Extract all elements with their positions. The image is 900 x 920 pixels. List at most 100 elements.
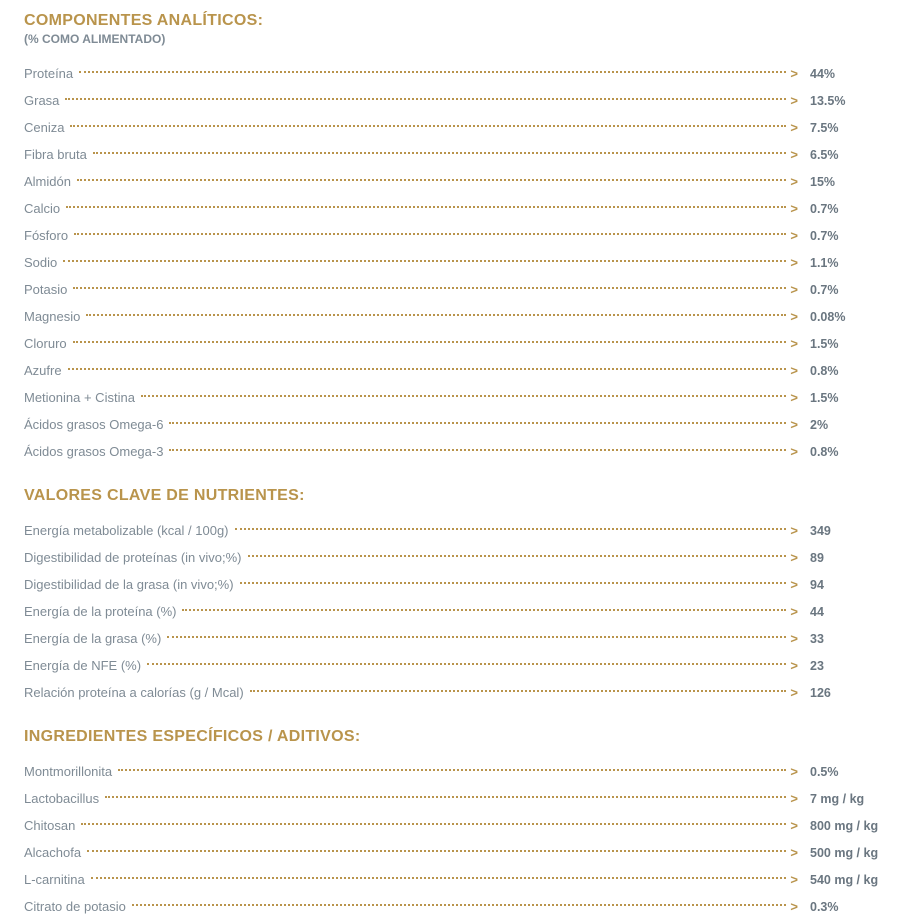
row-label: Almidón xyxy=(24,174,71,189)
section-title: VALORES CLAVE DE NUTRIENTES: xyxy=(24,487,880,505)
dotted-leader xyxy=(169,422,786,424)
data-row: Ácidos grasos Omega-3>0.8% xyxy=(24,438,880,465)
row-value: 33 xyxy=(804,632,880,646)
arrow-icon: > xyxy=(790,765,798,778)
arrow-icon: > xyxy=(790,94,798,107)
data-row: Citrato de potasio>0.3% xyxy=(24,893,880,920)
row-label: Energía de la proteína (%) xyxy=(24,604,176,619)
arrow-icon: > xyxy=(790,283,798,296)
arrow-icon: > xyxy=(790,256,798,269)
row-label: Energía de NFE (%) xyxy=(24,658,141,673)
dotted-leader xyxy=(169,449,786,451)
data-row: L-carnitina>540 mg / kg xyxy=(24,866,880,893)
row-value: 126 xyxy=(804,686,880,700)
data-row: Energía metabolizable (kcal / 100g)>349 xyxy=(24,517,880,544)
row-value: 23 xyxy=(804,659,880,673)
arrow-icon: > xyxy=(790,148,798,161)
arrow-icon: > xyxy=(790,310,798,323)
row-label: Energía metabolizable (kcal / 100g) xyxy=(24,523,229,538)
dotted-leader xyxy=(63,260,786,262)
row-label: Magnesio xyxy=(24,309,80,324)
row-value: 349 xyxy=(804,524,880,538)
dotted-leader xyxy=(86,314,786,316)
dotted-leader xyxy=(93,152,787,154)
row-label: Lactobacillus xyxy=(24,791,99,806)
row-label: L-carnitina xyxy=(24,872,85,887)
arrow-icon: > xyxy=(790,819,798,832)
data-row: Energía de la proteína (%)>44 xyxy=(24,598,880,625)
dotted-leader xyxy=(65,98,786,100)
row-value: 1.1% xyxy=(804,256,880,270)
dotted-leader xyxy=(105,796,786,798)
row-value: 94 xyxy=(804,578,880,592)
row-label: Ceniza xyxy=(24,120,64,135)
row-label: Citrato de potasio xyxy=(24,899,126,914)
arrow-icon: > xyxy=(790,175,798,188)
data-row: Sodio>1.1% xyxy=(24,249,880,276)
section-title: INGREDIENTES ESPECÍFICOS / ADITIVOS: xyxy=(24,728,880,746)
data-row: Alcachofa >500 mg / kg xyxy=(24,839,880,866)
row-value: 0.7% xyxy=(804,202,880,216)
row-value: 0.7% xyxy=(804,283,880,297)
row-label: Azufre xyxy=(24,363,62,378)
row-value: 15% xyxy=(804,175,880,189)
section: COMPONENTES ANALÍTICOS:(% COMO ALIMENTAD… xyxy=(24,12,880,465)
row-value: 0.08% xyxy=(804,310,880,324)
data-row: Chitosan>800 mg / kg xyxy=(24,812,880,839)
arrow-icon: > xyxy=(790,578,798,591)
row-value: 500 mg / kg xyxy=(804,846,880,860)
data-row: Grasa >13.5% xyxy=(24,87,880,114)
dotted-leader xyxy=(167,636,786,638)
dotted-leader xyxy=(73,287,786,289)
row-value: 1.5% xyxy=(804,391,880,405)
data-row: Ceniza>7.5% xyxy=(24,114,880,141)
data-row: Almidón >15% xyxy=(24,168,880,195)
row-value: 0.5% xyxy=(804,765,880,779)
row-label: Chitosan xyxy=(24,818,75,833)
arrow-icon: > xyxy=(790,391,798,404)
row-label: Relación proteína a calorías (g / Mcal) xyxy=(24,685,244,700)
row-label: Grasa xyxy=(24,93,59,108)
row-value: 13.5% xyxy=(804,94,880,108)
row-value: 7.5% xyxy=(804,121,880,135)
data-row: Digestibilidad de la grasa (in vivo;%)>9… xyxy=(24,571,880,598)
dotted-leader xyxy=(74,233,786,235)
data-row: Energía de la grasa (%)>33 xyxy=(24,625,880,652)
row-label: Calcio xyxy=(24,201,60,216)
data-row: Magnesio >0.08% xyxy=(24,303,880,330)
dotted-leader xyxy=(68,368,787,370)
arrow-icon: > xyxy=(790,900,798,913)
data-row: Energía de NFE (%)>23 xyxy=(24,652,880,679)
dotted-leader xyxy=(248,555,787,557)
data-row: Montmorillonita>0.5% xyxy=(24,758,880,785)
data-row: Ácidos grasos Omega-6 >2% xyxy=(24,411,880,438)
dotted-leader xyxy=(182,609,786,611)
data-row: Proteína>44% xyxy=(24,60,880,87)
dotted-leader xyxy=(70,125,786,127)
data-row: Azufre>0.8% xyxy=(24,357,880,384)
dotted-leader xyxy=(81,823,786,825)
data-row: Metionina + Cistina>1.5% xyxy=(24,384,880,411)
row-label: Fibra bruta xyxy=(24,147,87,162)
data-row: Relación proteína a calorías (g / Mcal)>… xyxy=(24,679,880,706)
row-label: Alcachofa xyxy=(24,845,81,860)
data-row: Fibra bruta >6.5% xyxy=(24,141,880,168)
dotted-leader xyxy=(87,850,786,852)
row-value: 2% xyxy=(804,418,880,432)
row-value: 7 mg / kg xyxy=(804,792,880,806)
row-label: Fósforo xyxy=(24,228,68,243)
arrow-icon: > xyxy=(790,364,798,377)
row-label: Ácidos grasos Omega-6 xyxy=(24,417,163,432)
data-row: Calcio>0.7% xyxy=(24,195,880,222)
arrow-icon: > xyxy=(790,418,798,431)
row-label: Ácidos grasos Omega-3 xyxy=(24,444,163,459)
data-row: Lactobacillus>7 mg / kg xyxy=(24,785,880,812)
arrow-icon: > xyxy=(790,337,798,350)
arrow-icon: > xyxy=(790,67,798,80)
arrow-icon: > xyxy=(790,445,798,458)
data-row: Potasio>0.7% xyxy=(24,276,880,303)
section: VALORES CLAVE DE NUTRIENTES: Energía meta… xyxy=(24,487,880,706)
section-subtitle: (% COMO ALIMENTADO) xyxy=(24,32,880,46)
arrow-icon: > xyxy=(790,846,798,859)
row-value: 6.5% xyxy=(804,148,880,162)
